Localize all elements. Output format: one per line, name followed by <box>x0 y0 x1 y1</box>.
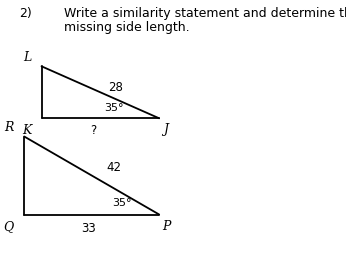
Text: 42: 42 <box>107 161 122 174</box>
Text: 33: 33 <box>81 222 95 235</box>
Text: Write a similarity statement and determine the
missing side length.: Write a similarity statement and determi… <box>64 6 346 35</box>
Text: R: R <box>4 121 14 134</box>
Text: P: P <box>163 220 171 233</box>
Text: 35°: 35° <box>112 198 132 208</box>
Text: Q: Q <box>3 220 14 233</box>
Text: 35°: 35° <box>104 103 123 113</box>
Text: 28: 28 <box>109 81 123 94</box>
Text: K: K <box>22 124 31 136</box>
Text: 2): 2) <box>19 6 32 20</box>
Text: J: J <box>163 124 167 136</box>
Text: L: L <box>23 51 31 64</box>
Text: ?: ? <box>90 124 97 136</box>
